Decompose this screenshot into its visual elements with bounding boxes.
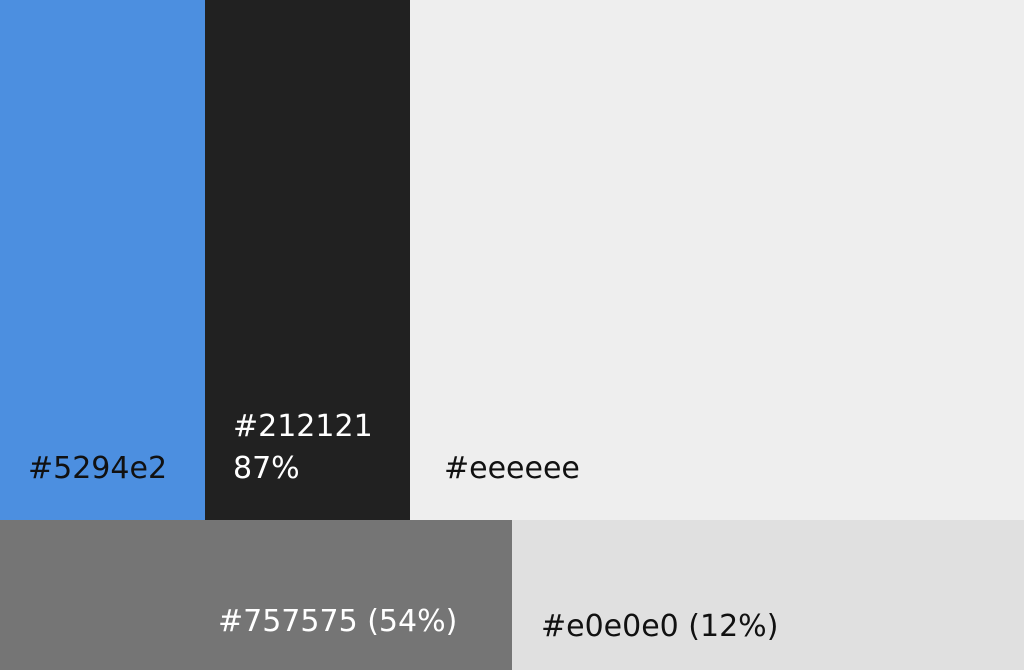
swatch-light: #eeeeee	[410, 0, 1024, 520]
swatch-light-hex: #eeeeee	[444, 451, 580, 486]
swatch-dark-opacity: 87%	[233, 451, 300, 486]
swatch-grey-hex: #757575 (54%)	[218, 604, 458, 639]
swatch-pale: #e0e0e0 (12%)	[512, 520, 1024, 670]
swatch-dark-label: #212121 87%	[233, 406, 373, 490]
swatch-grey: #757575 (54%)	[0, 520, 512, 670]
swatch-pale-hex: #e0e0e0 (12%)	[541, 609, 779, 644]
swatch-grey-label: #757575 (54%)	[218, 601, 457, 643]
swatch-dark-hex: #212121	[233, 409, 373, 444]
swatch-dark: #212121 87%	[205, 0, 410, 520]
swatch-blue: #5294e2	[0, 0, 205, 520]
swatch-blue-label: #5294e2	[28, 448, 167, 490]
swatch-pale-label: #e0e0e0 (12%)	[541, 606, 778, 648]
swatch-blue-hex: #5294e2	[28, 451, 168, 486]
swatch-light-label: #eeeeee	[444, 448, 580, 490]
